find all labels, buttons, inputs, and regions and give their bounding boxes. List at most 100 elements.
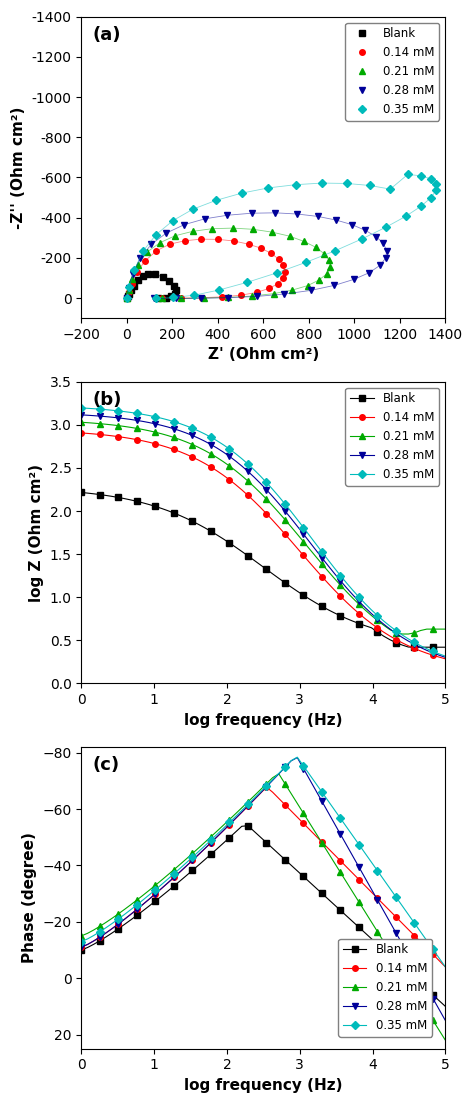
Legend: Blank, 0.14 mM, 0.21 mM, 0.28 mM, 0.35 mM: Blank, 0.14 mM, 0.21 mM, 0.28 mM, 0.35 m… [338, 938, 432, 1037]
0.14 mM [179, 291, 184, 305]
Blank [135, 274, 141, 287]
Line: Blank: Blank [124, 272, 179, 301]
0.28 mM [315, 210, 321, 223]
Blank [443, 640, 448, 654]
Line: 0.14 mM: 0.14 mM [124, 236, 288, 301]
0.28 mM [196, 432, 201, 445]
Blank [131, 279, 137, 293]
0.35 mM [313, 777, 319, 790]
0.14 mM [264, 781, 269, 794]
0.35 mM [428, 172, 434, 185]
Blank [183, 869, 189, 882]
0.35 mM [171, 415, 177, 428]
0.35 mM [191, 288, 197, 301]
0.35 mM [183, 857, 189, 870]
0.35 mM [196, 424, 201, 437]
0.35 mM [131, 264, 137, 277]
0.14 mM [171, 443, 177, 456]
0.28 mM [351, 273, 357, 286]
0.28 mM [130, 267, 136, 280]
0.28 mM [313, 784, 319, 797]
0.14 mM [183, 860, 189, 873]
0.35 mM [79, 935, 84, 948]
0.28 mM [383, 252, 389, 265]
Text: (c): (c) [92, 756, 119, 774]
Line: 0.35 mM: 0.35 mM [79, 754, 448, 969]
Blank [171, 279, 176, 293]
Blank [171, 880, 177, 893]
0.21 mM [144, 245, 150, 258]
Blank [125, 290, 131, 304]
0.14 mM [167, 237, 173, 251]
Blank [124, 291, 130, 305]
0.14 mM [199, 291, 205, 305]
0.21 mM [269, 225, 275, 238]
0.35 mM [171, 867, 177, 880]
0.35 mM [443, 649, 448, 662]
0.35 mM [170, 214, 176, 227]
Legend: Blank, 0.14 mM, 0.21 mM, 0.28 mM, 0.35 mM: Blank, 0.14 mM, 0.21 mM, 0.28 mM, 0.35 m… [346, 388, 439, 486]
0.21 mM [225, 290, 231, 304]
0.28 mM [140, 415, 146, 428]
0.14 mM [134, 265, 140, 278]
0.14 mM [231, 234, 237, 247]
0.35 mM [419, 169, 424, 182]
0.14 mM [183, 448, 189, 461]
0.21 mM [316, 274, 322, 287]
0.28 mM [202, 435, 208, 448]
Blank [245, 819, 251, 832]
Blank [128, 284, 134, 297]
0.21 mM [201, 291, 207, 305]
Blank [443, 1000, 448, 1013]
0.35 mM [124, 291, 130, 305]
Blank [140, 904, 146, 917]
Blank [140, 497, 146, 510]
0.35 mM [153, 229, 159, 242]
0.14 mM [219, 290, 225, 304]
0.28 mM [202, 212, 208, 225]
Blank [183, 512, 189, 526]
0.28 mM [124, 291, 130, 305]
0.35 mM [140, 407, 146, 421]
0.28 mM [381, 236, 386, 250]
0.14 mM [238, 288, 244, 301]
0.28 mM [173, 291, 179, 305]
0.14 mM [276, 253, 282, 266]
0.14 mM [215, 233, 221, 246]
0.28 mM [126, 282, 132, 295]
Y-axis label: log Z (Ohm cm²): log Z (Ohm cm²) [29, 464, 44, 602]
0.28 mM [254, 290, 259, 304]
0.28 mM [225, 209, 230, 222]
0.14 mM [443, 960, 448, 974]
0.14 mM [281, 272, 286, 285]
0.21 mM [307, 542, 312, 555]
0.14 mM [129, 277, 135, 290]
0.35 mM [126, 280, 132, 294]
Blank [202, 853, 208, 867]
0.21 mM [171, 863, 177, 877]
0.21 mM [290, 284, 295, 297]
0.21 mM [196, 440, 201, 454]
0.28 mM [443, 650, 448, 664]
Line: 0.14 mM: 0.14 mM [79, 431, 448, 661]
0.21 mM [196, 841, 201, 854]
0.21 mM [135, 258, 141, 272]
0.35 mM [79, 402, 84, 415]
0.21 mM [230, 222, 236, 235]
Line: Blank: Blank [79, 822, 448, 1009]
0.14 mM [196, 454, 201, 467]
0.35 mM [273, 266, 279, 279]
0.35 mM [170, 290, 176, 304]
0.35 mM [383, 221, 389, 234]
0.21 mM [321, 247, 327, 261]
0.35 mM [387, 182, 393, 195]
0.21 mM [250, 223, 256, 236]
0.35 mM [403, 210, 409, 223]
0.14 mM [154, 244, 159, 257]
0.21 mM [324, 267, 329, 280]
Blank [79, 943, 84, 956]
0.28 mM [79, 408, 84, 422]
0.14 mM [142, 254, 148, 267]
Blank [166, 275, 172, 288]
0.35 mM [319, 177, 325, 190]
